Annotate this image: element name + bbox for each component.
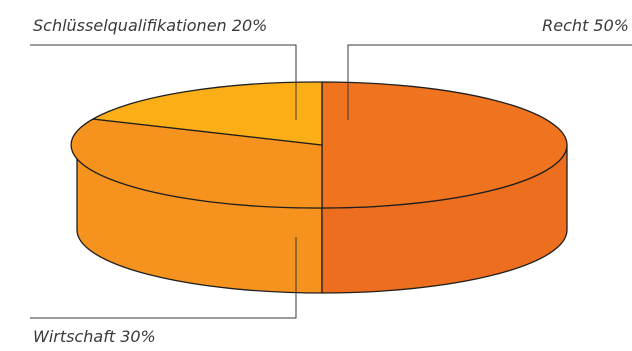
leader-line-schluessel <box>30 44 297 120</box>
pie-slice-wirtschaft <box>70 118 323 209</box>
label-recht: Recht 50% <box>542 16 629 35</box>
leader-line-wirtschaft <box>30 237 297 319</box>
label-schluessel: Schlüsselqualifikationen 20% <box>33 16 267 35</box>
label-wirtschaft: Wirtschaft 30% <box>33 327 156 346</box>
pie-slice-recht <box>321 81 568 209</box>
pie-slice-schluessel <box>92 81 323 146</box>
leader-line-recht <box>347 44 632 120</box>
